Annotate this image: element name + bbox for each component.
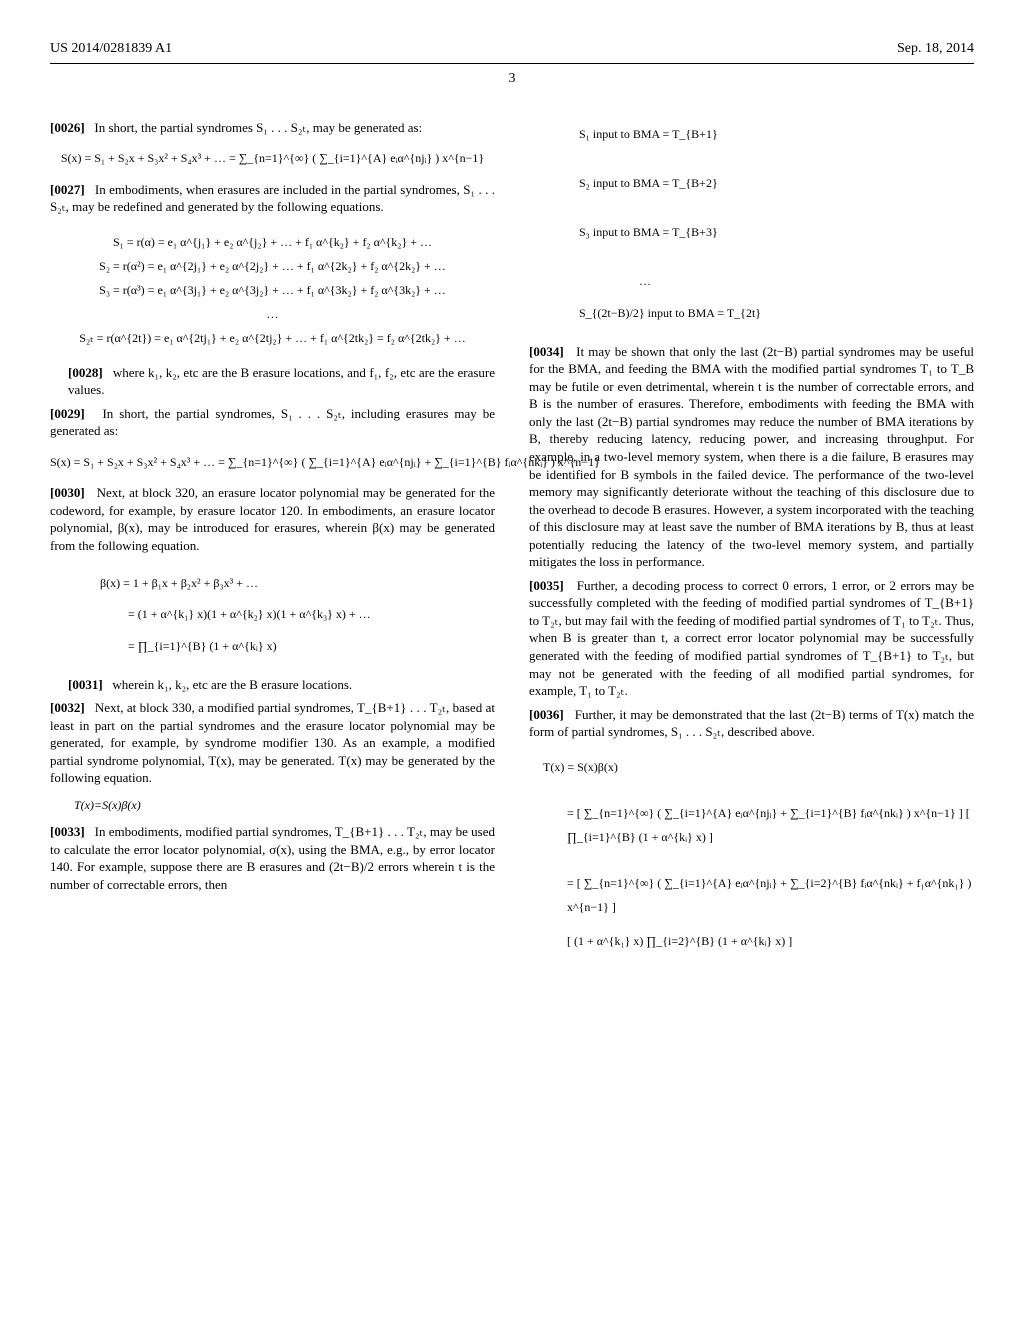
para-0036: [0036] Further, it may be demonstrated t…	[529, 706, 974, 741]
left-column: [0026] In short, the partial syndromes S…	[50, 119, 495, 967]
para-num: [0031]	[68, 677, 103, 692]
publication-date: Sep. 18, 2014	[897, 40, 974, 59]
para-text: where k₁, k₂, etc are the B erasure loca…	[68, 365, 495, 398]
para-0034: [0034] It may be shown that only the las…	[529, 343, 974, 571]
equation-block-syndromes: S₁ = r(α) = e₁ α^{j₁} + e₂ α^{j₂} + … + …	[50, 230, 495, 350]
para-text: In embodiments, modified partial syndrom…	[50, 824, 495, 892]
equation-line: S₃ input to BMA = T_{B+3}	[579, 217, 974, 248]
equation-line: S₂ input to BMA = T_{B+2}	[579, 168, 974, 199]
para-num: [0032]	[50, 700, 85, 715]
right-column: S₁ input to BMA = T_{B+1} S₂ input to BM…	[529, 119, 974, 967]
equation-line: S₁ = r(α) = e₁ α^{j₁} + e₂ α^{j₂} + … + …	[50, 230, 495, 254]
equation-s-of-x-erasures: S(x) = S₁ + S₂x + S₃x² + S₄x³ + … = ∑_{n…	[50, 454, 495, 470]
para-text: Next, at block 330, a modified partial s…	[50, 700, 495, 785]
equation-line: S_{(2t−B)/2} input to BMA = T_{2t}	[579, 298, 974, 329]
equation-line: …	[50, 302, 495, 326]
equation-s-of-x: S(x) = S₁ + S₂x + S₃x² + S₄x³ + … = ∑_{n…	[50, 150, 495, 166]
equation-block-tx-expand: T(x) = S(x)β(x) = [ ∑_{n=1}^{∞} ( ∑_{i=1…	[543, 755, 974, 953]
equation-block-bma-inputs: S₁ input to BMA = T_{B+1} S₂ input to BM…	[579, 119, 974, 329]
para-num: [0027]	[50, 182, 85, 197]
para-text: Further, it may be demonstrated that the…	[529, 707, 974, 740]
para-text: It may be shown that only the last (2t−B…	[529, 344, 974, 570]
para-0027: [0027] In embodiments, when erasures are…	[50, 181, 495, 216]
para-0026: [0026] In short, the partial syndromes S…	[50, 119, 495, 137]
para-num: [0026]	[50, 120, 85, 135]
equation-line: T(x) = S(x)β(x)	[543, 755, 974, 779]
equation-line: S₂ₜ = r(α^{2t}) = e₁ α^{2tj₁} + e₂ α^{2t…	[50, 326, 495, 350]
equation-tx-sx-beta: T(x)=S(x)β(x)	[74, 797, 495, 813]
equation-line: β(x) = 1 + β₁x + β₂x² + β₃x³ + …	[100, 568, 495, 599]
para-0031: [0031] wherein k₁, k₂, etc are the B era…	[50, 676, 495, 694]
equation-block-beta: β(x) = 1 + β₁x + β₂x² + β₃x³ + … = (1 + …	[100, 568, 495, 662]
equation-line: S₃ = r(α³) = e₁ α^{3j₁} + e₂ α^{3j₂} + ……	[50, 278, 495, 302]
para-num: [0030]	[50, 485, 85, 500]
para-0028: [0028] where k₁, k₂, etc are the B erasu…	[50, 364, 495, 399]
para-0032: [0032] Next, at block 330, a modified pa…	[50, 699, 495, 787]
equation-line: = [ ∑_{n=1}^{∞} ( ∑_{i=1}^{A} eᵢα^{njᵢ} …	[543, 871, 974, 919]
para-0035: [0035] Further, a decoding process to co…	[529, 577, 974, 700]
para-num: [0028]	[68, 365, 103, 380]
para-0033: [0033] In embodiments, modified partial …	[50, 823, 495, 893]
para-text: In short, the partial syndromes S₁ . . .…	[94, 120, 422, 135]
equation-line: = (1 + α^{k₁} x)(1 + α^{k₂} x)(1 + α^{k₃…	[100, 599, 495, 630]
para-0029: [0029] In short, the partial syndromes, …	[50, 405, 495, 440]
equation-line: …	[579, 266, 974, 297]
para-num: [0033]	[50, 824, 85, 839]
para-text: In short, the partial syndromes, S₁ . . …	[50, 406, 495, 439]
equation-line: [ (1 + α^{k₁} x) ∏_{i=2}^{B} (1 + α^{kᵢ}…	[543, 929, 974, 953]
para-text: In embodiments, when erasures are includ…	[50, 182, 495, 215]
para-text: Next, at block 320, an erasure locator p…	[50, 485, 495, 553]
para-num: [0029]	[50, 406, 85, 421]
para-text: wherein k₁, k₂, etc are the B erasure lo…	[112, 677, 352, 692]
header-rule	[50, 63, 974, 64]
para-num: [0036]	[529, 707, 564, 722]
page-header: US 2014/0281839 A1 Sep. 18, 2014	[50, 40, 974, 59]
para-num: [0035]	[529, 578, 564, 593]
para-num: [0034]	[529, 344, 564, 359]
page-number: 3	[50, 70, 974, 89]
equation-line: S₁ input to BMA = T_{B+1}	[579, 119, 974, 150]
para-0030: [0030] Next, at block 320, an erasure lo…	[50, 484, 495, 554]
two-column-body: [0026] In short, the partial syndromes S…	[50, 119, 974, 967]
para-text: Further, a decoding process to correct 0…	[529, 578, 974, 698]
equation-line: = ∏_{i=1}^{B} (1 + α^{kᵢ} x)	[100, 631, 495, 662]
equation-line: = [ ∑_{n=1}^{∞} ( ∑_{i=1}^{A} eᵢα^{njᵢ} …	[543, 801, 974, 849]
equation-line: S₂ = r(α²) = e₁ α^{2j₁} + e₂ α^{2j₂} + ……	[50, 254, 495, 278]
publication-number: US 2014/0281839 A1	[50, 40, 172, 59]
